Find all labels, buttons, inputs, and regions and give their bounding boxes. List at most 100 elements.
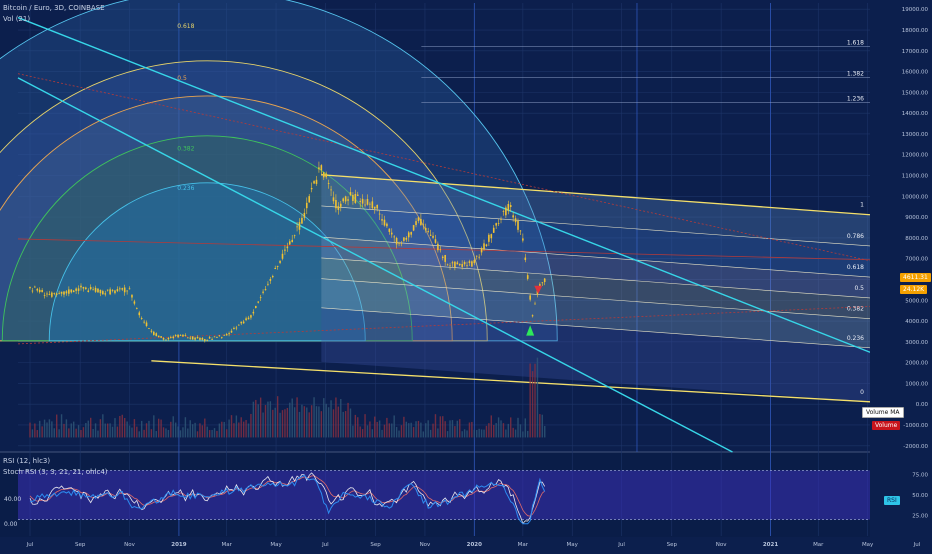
price-axis-tick-label: 13000.00 [902, 132, 929, 138]
volume-bar [310, 405, 313, 438]
volume-bar [412, 427, 415, 438]
candle-body [53, 293, 56, 295]
time-axis-tick-label: Nov [420, 542, 431, 548]
candle-body [121, 288, 124, 290]
fib-channel-label: 1 [860, 202, 864, 209]
candle-body [335, 200, 337, 209]
volume-bar [87, 420, 89, 438]
candle-body [332, 197, 335, 202]
candle-body [148, 328, 150, 329]
candle-body [218, 335, 221, 337]
volume-bar [116, 426, 119, 438]
volume-bar [483, 429, 485, 438]
candle-body [310, 188, 313, 190]
time-axis-tick-label: Mar [518, 542, 529, 548]
horizontal-resistance-line [17, 238, 871, 261]
candle-body [444, 255, 446, 262]
volume-bar [29, 422, 31, 438]
stoch-left-value-top: 40.00 [4, 496, 22, 503]
fib-arc-0.236 [48, 182, 366, 342]
volume-bar [320, 411, 323, 438]
volume-indicator-legend[interactable]: Vol (21) [3, 15, 31, 23]
fib-channel-band [321, 307, 871, 402]
price-axis-tick-label: 5000.00 [905, 298, 928, 304]
volume-bar [366, 425, 369, 438]
volume-bar [357, 417, 359, 438]
volume-bar [340, 399, 342, 438]
volume-bar [123, 417, 126, 438]
candle-body [478, 256, 480, 258]
volume-bar [298, 411, 301, 438]
candle-body [347, 199, 349, 201]
volume-bar [235, 415, 238, 438]
volume-bar [347, 402, 349, 438]
candle-body [204, 339, 206, 341]
candle-body [383, 219, 386, 226]
volume-bar [405, 421, 408, 438]
candle-body [276, 265, 279, 267]
candle-body [250, 315, 252, 318]
candle-body [490, 234, 493, 239]
volume-bar [454, 426, 456, 438]
volume-bar [512, 427, 514, 438]
volume-bar [335, 397, 337, 438]
price-axis-tick-label: 14000.00 [902, 111, 929, 117]
candle-body [233, 327, 235, 329]
price-axis-tick-label: 3000.00 [905, 340, 928, 346]
volume-bar [403, 416, 405, 438]
volume-bar [41, 426, 43, 438]
fib-channel-line [321, 236, 871, 278]
volume-bar [111, 426, 114, 438]
candle-body [216, 337, 218, 338]
volume-bar [449, 420, 451, 438]
candle-body [136, 308, 138, 309]
volume-bar [51, 421, 53, 438]
volume-bar [434, 414, 437, 438]
volume-bar [289, 402, 291, 438]
volume-bar [199, 423, 201, 438]
volume-bar [73, 421, 75, 438]
candle-body [485, 244, 488, 247]
fib-channel-band [321, 174, 871, 246]
volume-bar [276, 396, 279, 438]
volume-bar [262, 412, 264, 438]
candle-body [145, 322, 148, 326]
stoch-rsi-legend[interactable]: Stoch RSI (3, 3, 21, 21, ohlc4) [3, 468, 108, 476]
volume-bar [388, 423, 391, 438]
volume-bar [138, 431, 140, 438]
candle-body [179, 335, 182, 336]
candle-body [390, 232, 393, 235]
candle-body [386, 223, 388, 227]
candle-body [128, 288, 131, 290]
volume-bar [451, 420, 454, 438]
rsi-legend[interactable]: RSI (12, hlc3) [3, 457, 51, 465]
candle-body [398, 242, 400, 244]
volume-bar [143, 429, 145, 438]
volume-bar [172, 416, 174, 438]
candle-body [407, 232, 410, 238]
candle-body [223, 334, 226, 336]
candle-body [303, 212, 306, 218]
time-axis-tick-label: Mar [813, 542, 824, 548]
candle-body [211, 339, 213, 340]
volume-bar [60, 414, 63, 438]
candle-body [46, 293, 48, 295]
trend-line-lower [17, 77, 733, 453]
candle-body [466, 265, 468, 267]
volume-bar [534, 363, 536, 438]
fib-channel-label: 0 [860, 389, 864, 396]
rsi-line [29, 474, 546, 525]
fib-channel-line [321, 205, 871, 247]
candle-body [480, 247, 483, 253]
volume-bar [233, 423, 235, 438]
candle-body [106, 289, 109, 291]
volume-bar [184, 417, 187, 438]
volume-bar [374, 416, 376, 438]
candle-body [82, 286, 85, 289]
volume-bar [510, 417, 512, 438]
fib-channel-line [321, 174, 871, 216]
volume-bar [97, 430, 99, 438]
volume-bar [505, 429, 507, 438]
